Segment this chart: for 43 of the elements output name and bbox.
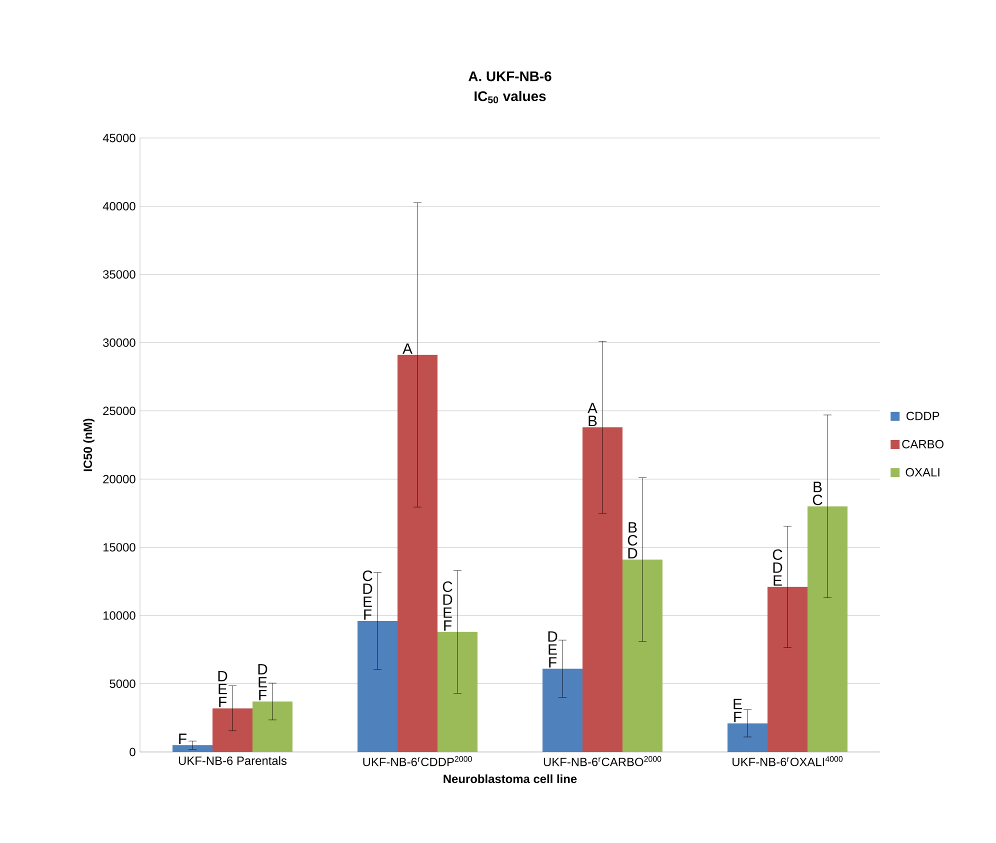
- annotation: D E F: [218, 670, 228, 708]
- x-tick-label: UKF-NB-6$^{r}$CARBO$^{2000}$: [544, 756, 662, 766]
- x-tick-label: UKF-NB-6$^{r}$CDDP$^{2000}$: [363, 756, 472, 766]
- bar: [398, 354, 438, 752]
- y-tick-label: 20000: [103, 474, 136, 484]
- annotation: A: [402, 343, 412, 354]
- bar: [622, 560, 663, 752]
- bar: [808, 506, 848, 752]
- y-tick-label: 5000: [110, 680, 136, 688]
- x-tick-label: UKF-NB-6 Parentals: [178, 756, 287, 765]
- y-tick-label: 0: [130, 748, 136, 756]
- y-tick-label: 30000: [103, 338, 136, 347]
- annotation: B C D: [628, 522, 638, 558]
- annotation: F: [179, 734, 186, 744]
- bar: [252, 702, 293, 752]
- bar: [728, 723, 768, 752]
- bar: [358, 620, 398, 752]
- y-tick-label: 40000: [102, 202, 136, 210]
- annotation: D E F: [258, 664, 268, 700]
- chart-subtitle: IC$_{50}$ values: [474, 90, 546, 104]
- annotation: C D E: [772, 549, 782, 586]
- y-axis-title: IC50 (nM): [83, 418, 94, 472]
- legend-label: CDDP: [906, 412, 940, 420]
- bar: [768, 586, 808, 752]
- legend-label: CARBO: [902, 440, 944, 448]
- annotation: D E F: [548, 631, 558, 668]
- bar: [542, 668, 583, 752]
- legend-label: OXALI: [906, 468, 940, 476]
- y-tick-label: 45000: [102, 134, 136, 142]
- annotation: C D E F: [442, 581, 452, 631]
- bar: [582, 427, 623, 752]
- x-axis-title: Neuroblastoma cell line: [444, 774, 577, 784]
- y-tick-label: 25000: [103, 406, 136, 416]
- bar: [172, 745, 213, 752]
- y-tick-label: 15000: [103, 543, 136, 552]
- annotation: E F: [734, 698, 742, 722]
- annotation: A B: [588, 402, 598, 426]
- annotation: B C: [812, 482, 822, 506]
- chart-title: A. UKF-NB-6: [468, 71, 552, 82]
- y-tick-label: 10000: [103, 611, 136, 620]
- annotation: C D E F: [362, 570, 372, 620]
- x-tick-label: UKF-NB-6$^{r}$OXALI$^{4000}$: [732, 756, 843, 766]
- y-tick-label: 35000: [103, 270, 136, 279]
